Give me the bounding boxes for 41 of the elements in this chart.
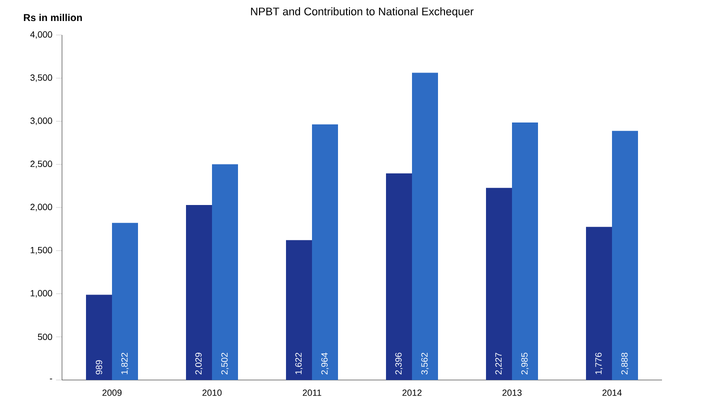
- data-label: 3,562: [421, 352, 429, 374]
- bar: [186, 205, 212, 380]
- x-tick-label: 2010: [202, 390, 222, 396]
- y-tick-label: 2,000: [30, 204, 52, 212]
- chart-title: NPBT and Contribution to National Exchequer: [251, 7, 474, 18]
- y-tick-label: 1,000: [30, 290, 52, 298]
- data-label: 1,776: [595, 352, 603, 374]
- x-tick-label: 2011: [302, 390, 322, 396]
- data-label: 2,227: [495, 352, 503, 374]
- bar: [486, 188, 512, 380]
- bar: [212, 164, 238, 380]
- data-label: 989: [96, 360, 102, 374]
- x-tick-label: 2009: [102, 390, 122, 396]
- x-tick-label: 2013: [502, 390, 522, 396]
- y-tick-label: 4,000: [30, 31, 52, 39]
- y-axis-title: Rs in million: [24, 14, 82, 22]
- bar: [412, 72, 438, 380]
- data-label: 2,396: [395, 352, 403, 374]
- y-tick-label: 500: [38, 334, 52, 340]
- bar: [586, 226, 612, 380]
- data-label: 2,029: [195, 352, 203, 374]
- data-label: 1,622: [295, 352, 303, 374]
- y-tick-label: -: [50, 378, 52, 380]
- bar: [86, 294, 112, 380]
- y-tick-label: 3,000: [30, 118, 52, 125]
- data-label: 2,502: [221, 352, 229, 374]
- bar: [512, 122, 538, 380]
- data-label: 2,888: [621, 352, 629, 374]
- bar: [112, 222, 138, 380]
- bar: [612, 130, 638, 380]
- y-tick-label: 3,500: [30, 74, 52, 82]
- data-label: 2,985: [521, 352, 529, 374]
- x-tick-label: 2014: [602, 390, 622, 396]
- x-tick-label: 2012: [402, 390, 422, 396]
- y-tick-label: 1,500: [30, 246, 52, 254]
- bar: [312, 124, 338, 380]
- data-label: 2,964: [321, 352, 329, 374]
- bar: [286, 240, 312, 380]
- data-label: 1,822: [121, 352, 129, 374]
- y-tick-label: 2,500: [30, 160, 52, 168]
- bar: [386, 173, 412, 380]
